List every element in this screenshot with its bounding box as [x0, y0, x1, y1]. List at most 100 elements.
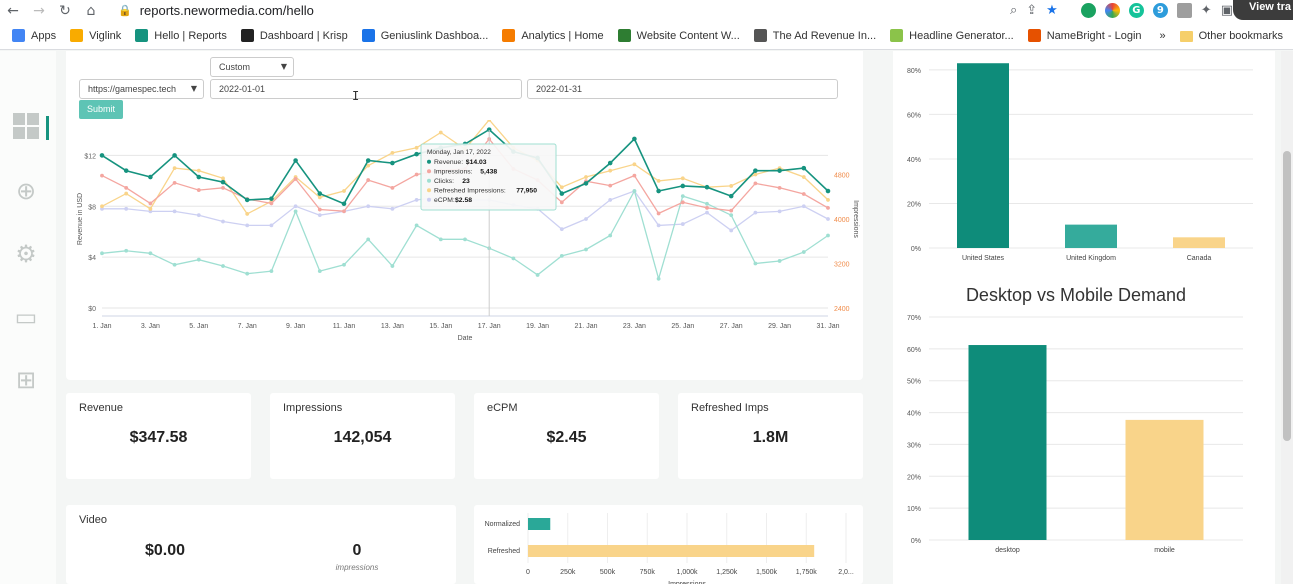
- x-tick-label: 3. Jan: [141, 323, 160, 330]
- bookmark-item[interactable]: Apps: [12, 29, 56, 42]
- x-tick-label: 750k: [640, 569, 656, 576]
- browser-toolbar: ← → ↻ ⌂ 🔒 reports.newormedia.com/hello ⌕…: [0, 0, 1293, 22]
- data-point: [705, 210, 709, 215]
- bar: [1125, 419, 1204, 540]
- data-point: [317, 213, 322, 218]
- more-bookmarks-icon[interactable]: »: [1159, 30, 1166, 42]
- data-point: [172, 209, 177, 214]
- x-tick-label: 31. Jan: [817, 323, 840, 330]
- bookmark-label: Website Content W...: [636, 29, 740, 42]
- data-point: [245, 271, 250, 276]
- x-tick-label: 500k: [600, 569, 616, 576]
- data-point: [559, 200, 564, 205]
- extension-green-icon[interactable]: [1080, 2, 1096, 18]
- category-label: Canada: [1187, 255, 1212, 262]
- range-select[interactable]: Custom ▼: [210, 57, 294, 77]
- side-panel-icon[interactable]: ▣: [1220, 2, 1233, 18]
- scrollbar-thumb[interactable]: [1283, 151, 1291, 441]
- data-point: [753, 168, 758, 173]
- bookmark-label: Viglink: [89, 29, 122, 42]
- address-bar[interactable]: 🔒 reports.newormedia.com/hello: [118, 0, 314, 20]
- data-point: [584, 247, 588, 252]
- data-point: [172, 166, 177, 171]
- home-icon[interactable]: ⌂: [86, 3, 96, 19]
- other-bookmarks-link[interactable]: Other bookmarks: [1198, 30, 1283, 42]
- data-point: [777, 168, 782, 173]
- x-tick-label: 23. Jan: [623, 323, 646, 330]
- view-transcript-tag[interactable]: View tra: [1233, 0, 1293, 20]
- data-point: [293, 158, 298, 163]
- data-point: [414, 172, 419, 177]
- y-tick-label: 0%: [911, 538, 921, 545]
- data-point: [680, 194, 685, 199]
- tooltip-marker: [427, 169, 431, 174]
- bookmark-item[interactable]: NameBright - Login: [1027, 29, 1142, 42]
- data-point: [342, 209, 346, 214]
- bookmark-item[interactable]: Website Content W...: [617, 29, 740, 42]
- bookmark-item[interactable]: Dashboard | Krisp: [240, 29, 348, 42]
- data-point: [124, 248, 129, 253]
- data-point: [221, 185, 225, 190]
- chart-tooltip: Monday, Jan 17, 2022 Revenue: $14.03 Impres…: [420, 143, 557, 211]
- extension-color-wheel-icon[interactable]: [1104, 2, 1120, 18]
- data-point: [438, 130, 443, 135]
- data-point: [366, 237, 371, 242]
- y-tick-label: 60%: [907, 347, 921, 354]
- message-icon[interactable]: ▭: [14, 303, 38, 331]
- bookmark-item[interactable]: Viglink: [70, 29, 121, 42]
- zoom-icon[interactable]: ⌕: [1009, 2, 1018, 18]
- bookmark-label: Geniuslink Dashboa...: [380, 29, 489, 42]
- data-point: [365, 158, 371, 163]
- bar: [528, 518, 551, 530]
- geniuslink-icon[interactable]: 9: [1152, 2, 1168, 18]
- dashboard-grid-icon[interactable]: [12, 113, 40, 141]
- bookmark-item[interactable]: Hello | Reports: [135, 29, 227, 42]
- gear-icon[interactable]: ⚙: [15, 240, 37, 268]
- data-point: [608, 233, 613, 238]
- data-point: [777, 185, 782, 190]
- data-point: [390, 206, 395, 211]
- share-icon[interactable]: ⇪: [1026, 2, 1038, 18]
- bookmark-item[interactable]: Headline Generator...: [890, 29, 1014, 42]
- data-point: [220, 179, 226, 185]
- data-point: [753, 181, 758, 186]
- video-impressions-label: impressions: [335, 563, 379, 572]
- network-icon[interactable]: ⊞: [15, 366, 37, 394]
- x-tick-label: 21. Jan: [575, 323, 598, 330]
- data-point: [196, 213, 201, 218]
- reload-icon[interactable]: ↻: [59, 3, 71, 19]
- bookmark-item[interactable]: The Ad Revenue In...: [753, 29, 876, 42]
- bookmark-label: Apps: [31, 29, 57, 42]
- bookmark-label: Headline Generator...: [909, 29, 1014, 42]
- extension-page-icon[interactable]: [1176, 2, 1192, 18]
- bookmark-item[interactable]: Analytics | Home: [502, 29, 604, 42]
- card-value: 1.8M: [752, 429, 789, 446]
- add-circle-icon[interactable]: ⊕: [15, 177, 37, 205]
- data-point: [317, 269, 322, 274]
- data-point: [559, 185, 564, 190]
- data-point: [221, 176, 225, 181]
- bookmark-star-icon[interactable]: ★: [1046, 2, 1058, 18]
- back-arrow-icon[interactable]: ←: [7, 3, 19, 19]
- app-sidebar: ⊕ ⚙ ▭ ⊞: [0, 51, 56, 584]
- x-tick-label: 27. Jan: [720, 323, 743, 330]
- refreshed-imps-card: Refreshed Imps 1.8M: [678, 393, 863, 479]
- extensions-puzzle-icon[interactable]: ✦: [1200, 2, 1212, 18]
- tooltip-value: 23: [462, 178, 470, 185]
- grammarly-icon[interactable]: G: [1128, 2, 1144, 18]
- site-select[interactable]: https://gamespec.tech ▼: [79, 79, 204, 99]
- data-point: [801, 165, 807, 171]
- end-date-input[interactable]: 2022-01-31: [527, 79, 838, 99]
- range-select-value: Custom: [219, 62, 251, 72]
- data-point: [826, 217, 830, 221]
- submit-button[interactable]: Submit: [79, 100, 123, 119]
- data-point: [753, 172, 758, 177]
- forward-arrow-icon[interactable]: →: [33, 3, 45, 19]
- data-point: [656, 276, 661, 281]
- bookmark-item[interactable]: Geniuslink Dashboa...: [361, 29, 489, 42]
- start-date-input[interactable]: 2022-01-01: [210, 79, 522, 99]
- page-scrollbar[interactable]: [1281, 51, 1293, 584]
- data-point: [801, 250, 806, 254]
- data-point: [342, 189, 346, 193]
- x-axis-label: Impressions: [668, 581, 706, 584]
